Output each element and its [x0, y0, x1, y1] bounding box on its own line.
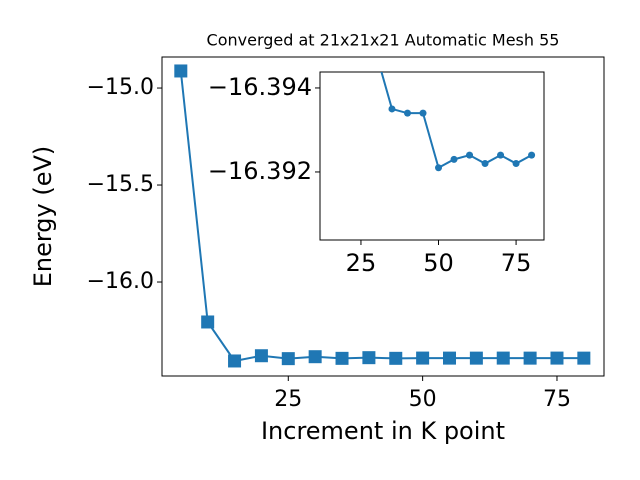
data-point — [481, 160, 489, 168]
data-point — [528, 151, 536, 159]
x-tick-label: 50 — [409, 387, 437, 412]
data-point — [577, 351, 591, 365]
x-axis-label: Increment in K point — [261, 417, 505, 445]
data-point — [362, 351, 376, 365]
x-tick-label: 50 — [423, 249, 454, 277]
y-tick-label: −16.394 — [208, 73, 312, 101]
y-tick-label: −16.0 — [87, 269, 154, 294]
data-point — [419, 109, 427, 117]
x-tick-label: 25 — [274, 387, 302, 412]
data-point — [388, 105, 396, 113]
y-tick-label: −16.392 — [208, 157, 312, 185]
x-tick-label: 75 — [543, 387, 571, 412]
data-point — [335, 351, 349, 365]
data-point — [389, 351, 403, 365]
data-point — [416, 351, 430, 365]
data-point — [308, 350, 322, 364]
data-point — [450, 155, 458, 163]
data-point — [403, 109, 411, 117]
plot-content — [174, 64, 591, 368]
data-point — [281, 352, 295, 366]
data-point — [254, 349, 268, 363]
data-point — [174, 64, 188, 78]
data-point — [512, 160, 520, 168]
y-axis-label: Energy (eV) — [29, 146, 57, 288]
data-point — [435, 164, 443, 172]
plot-content — [380, 72, 536, 172]
data-point — [466, 151, 474, 159]
data-point — [469, 351, 483, 365]
data-point — [201, 315, 215, 329]
x-tick-label: 75 — [501, 249, 532, 277]
data-point — [523, 351, 537, 365]
data-point — [550, 351, 564, 365]
series-line — [179, 70, 584, 363]
data-point — [497, 151, 505, 159]
data-point — [443, 351, 457, 365]
data-point — [228, 354, 242, 368]
plot-area — [319, 71, 545, 241]
chart-title: Converged at 21x21x21 Automatic Mesh 55 — [207, 31, 560, 50]
data-point — [496, 351, 510, 365]
y-tick-label: −15.5 — [87, 172, 154, 197]
y-tick-label: −15.0 — [87, 75, 154, 100]
x-tick-label: 25 — [346, 249, 377, 277]
